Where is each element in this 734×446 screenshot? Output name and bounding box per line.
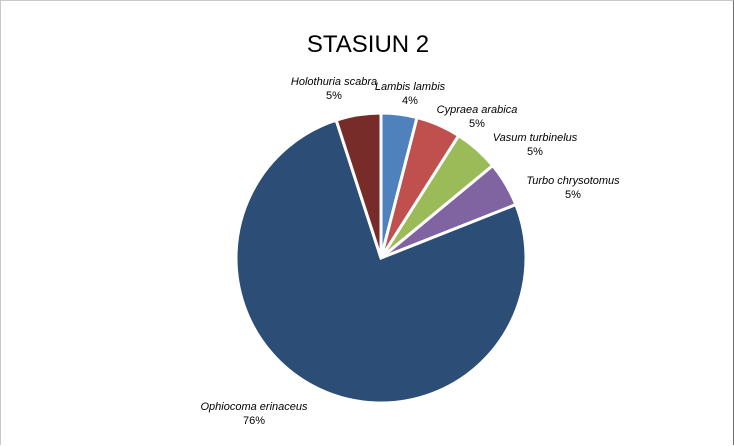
pie-slice-ophiocoma-erinaceus	[234, 118, 528, 405]
pie-slice-holothuria-scabra	[334, 111, 383, 259]
slice-label-turbo-chrysotomus: Turbo chrysotomus	[526, 175, 620, 187]
slice-value-lambis-lambis: 4%	[402, 95, 418, 107]
slice-label-holothuria-scabra: Holothuria scabra	[291, 76, 377, 88]
slice-label-ophiocoma-erinaceus: Ophiocoma erinaceus	[200, 401, 308, 413]
slice-value-turbo-chrysotomus: 5%	[565, 189, 581, 201]
slice-value-vasum-turbinelus: 5%	[527, 146, 543, 158]
chart-title: STASIUN 2	[306, 31, 430, 58]
slice-value-ophiocoma-erinaceus: 76%	[243, 415, 265, 427]
slice-label-vasum-turbinelus: Vasum turbinelus	[493, 132, 578, 144]
slice-label-lambis-lambis: Lambis lambis	[375, 81, 446, 93]
slice-label-cypraea-arabica: Cypraea arabica	[437, 104, 518, 116]
slice-value-holothuria-scabra: 5%	[326, 90, 342, 102]
slice-value-cypraea-arabica: 5%	[469, 118, 485, 130]
